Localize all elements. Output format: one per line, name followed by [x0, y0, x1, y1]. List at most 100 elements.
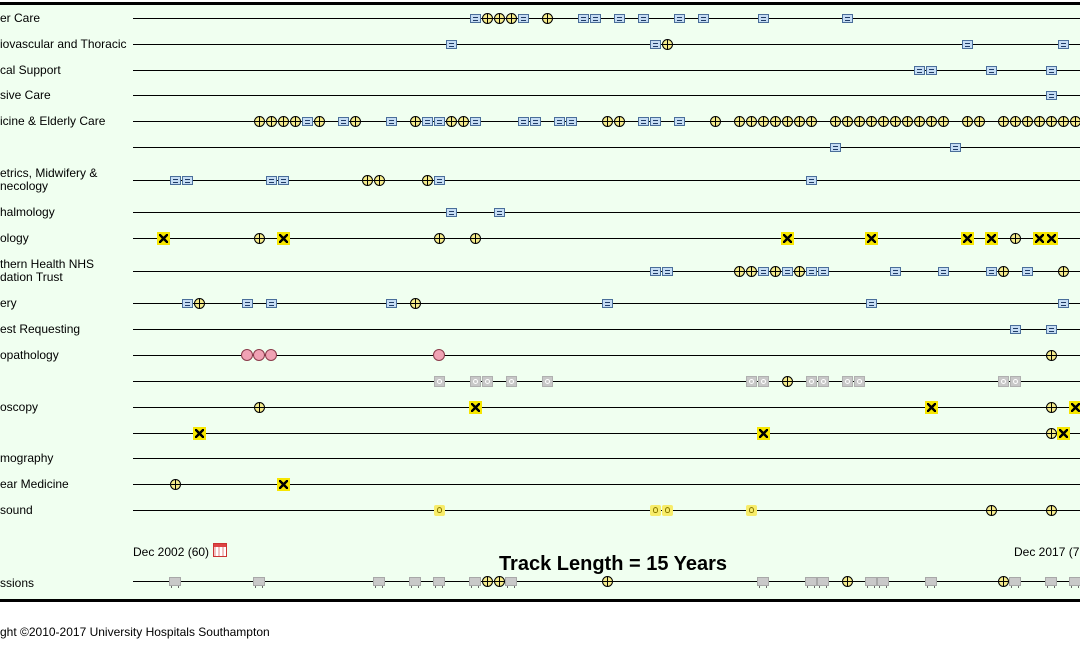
track-label[interactable]: sound: [0, 504, 33, 517]
document-icon[interactable]: [961, 39, 973, 49]
crosshair-icon[interactable]: [889, 115, 901, 127]
admission-icon[interactable]: [757, 576, 769, 588]
crosshair-icon[interactable]: [997, 115, 1009, 127]
document-icon[interactable]: [805, 175, 817, 185]
document-icon[interactable]: [829, 142, 841, 152]
ultrasound-icon[interactable]: [649, 504, 661, 516]
alert-icon[interactable]: [984, 231, 998, 245]
pathology-icon[interactable]: [433, 349, 445, 361]
crosshair-icon[interactable]: [733, 265, 745, 277]
crosshair-icon[interactable]: [169, 478, 181, 490]
track-label[interactable]: mography: [0, 452, 54, 465]
alert-icon[interactable]: [864, 231, 878, 245]
crosshair-icon[interactable]: [901, 115, 913, 127]
document-icon[interactable]: [589, 13, 601, 23]
crosshair-icon[interactable]: [193, 297, 205, 309]
crosshair-icon[interactable]: [361, 174, 373, 186]
document-icon[interactable]: [433, 175, 445, 185]
crosshair-icon[interactable]: [937, 115, 949, 127]
grey-event-icon[interactable]: [997, 375, 1009, 387]
crosshair-icon[interactable]: [961, 115, 973, 127]
grey-event-icon[interactable]: [505, 375, 517, 387]
alert-icon[interactable]: [1044, 231, 1058, 245]
crosshair-icon[interactable]: [1045, 349, 1057, 361]
document-icon[interactable]: [1045, 65, 1057, 75]
crosshair-icon[interactable]: [1045, 427, 1057, 439]
crosshair-icon[interactable]: [313, 115, 325, 127]
document-icon[interactable]: [1057, 39, 1069, 49]
admission-icon[interactable]: [805, 576, 817, 588]
grey-event-icon[interactable]: [481, 375, 493, 387]
document-icon[interactable]: [529, 116, 541, 126]
track-label[interactable]: oscopy: [0, 401, 39, 414]
document-icon[interactable]: [865, 298, 877, 308]
admission-icon[interactable]: [253, 576, 265, 588]
crosshair-icon[interactable]: [1009, 115, 1021, 127]
document-icon[interactable]: [757, 266, 769, 276]
admission-icon[interactable]: [409, 576, 421, 588]
crosshair-icon[interactable]: [973, 115, 985, 127]
crosshair-icon[interactable]: [469, 232, 481, 244]
document-icon[interactable]: [985, 266, 997, 276]
crosshair-icon[interactable]: [877, 115, 889, 127]
crosshair-icon[interactable]: [253, 232, 265, 244]
crosshair-icon[interactable]: [1057, 265, 1069, 277]
document-icon[interactable]: [841, 13, 853, 23]
document-icon[interactable]: [241, 298, 253, 308]
document-icon[interactable]: [445, 39, 457, 49]
document-icon[interactable]: [985, 65, 997, 75]
track-label[interactable]: iovascular and Thoracic: [0, 38, 127, 51]
document-icon[interactable]: [565, 116, 577, 126]
document-icon[interactable]: [469, 116, 481, 126]
admission-icon[interactable]: [505, 576, 517, 588]
track-label[interactable]: sive Care: [0, 89, 51, 102]
alert-icon[interactable]: [960, 231, 974, 245]
alert-icon[interactable]: [1056, 426, 1070, 440]
admission-icon[interactable]: [877, 576, 889, 588]
grey-event-icon[interactable]: [745, 375, 757, 387]
admission-icon[interactable]: [1045, 576, 1057, 588]
pathology-icon[interactable]: [241, 349, 253, 361]
track-label[interactable]: ear Medicine: [0, 478, 69, 491]
admission-icon[interactable]: [1009, 576, 1021, 588]
document-icon[interactable]: [421, 116, 433, 126]
crosshair-icon[interactable]: [793, 115, 805, 127]
document-icon[interactable]: [925, 65, 937, 75]
crosshair-icon[interactable]: [265, 115, 277, 127]
crosshair-icon[interactable]: [925, 115, 937, 127]
document-icon[interactable]: [637, 116, 649, 126]
crosshair-icon[interactable]: [1057, 115, 1069, 127]
crosshair-icon[interactable]: [493, 575, 505, 587]
document-icon[interactable]: [613, 13, 625, 23]
document-icon[interactable]: [517, 116, 529, 126]
track-label[interactable]: est Requesting: [0, 323, 81, 336]
crosshair-icon[interactable]: [733, 115, 745, 127]
admission-icon[interactable]: [925, 576, 937, 588]
crosshair-icon[interactable]: [781, 375, 793, 387]
admission-icon[interactable]: [433, 576, 445, 588]
crosshair-icon[interactable]: [745, 115, 757, 127]
crosshair-icon[interactable]: [781, 115, 793, 127]
crosshair-icon[interactable]: [613, 115, 625, 127]
grey-event-icon[interactable]: [841, 375, 853, 387]
document-icon[interactable]: [649, 39, 661, 49]
document-icon[interactable]: [1045, 324, 1057, 334]
grey-event-icon[interactable]: [817, 375, 829, 387]
crosshair-icon[interactable]: [757, 115, 769, 127]
crosshair-icon[interactable]: [769, 115, 781, 127]
ultrasound-icon[interactable]: [745, 504, 757, 516]
document-icon[interactable]: [385, 116, 397, 126]
document-icon[interactable]: [805, 266, 817, 276]
grey-event-icon[interactable]: [757, 375, 769, 387]
document-icon[interactable]: [385, 298, 397, 308]
document-icon[interactable]: [949, 142, 961, 152]
alert-icon[interactable]: [780, 231, 794, 245]
crosshair-icon[interactable]: [253, 115, 265, 127]
document-icon[interactable]: [817, 266, 829, 276]
alert-icon[interactable]: [468, 400, 482, 414]
document-icon[interactable]: [445, 207, 457, 217]
document-icon[interactable]: [181, 175, 193, 185]
crosshair-icon[interactable]: [1045, 401, 1057, 413]
crosshair-icon[interactable]: [253, 401, 265, 413]
grey-event-icon[interactable]: [541, 375, 553, 387]
